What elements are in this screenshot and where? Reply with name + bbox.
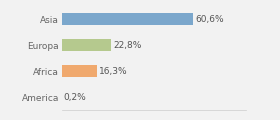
Text: 16,3%: 16,3% <box>99 67 127 76</box>
Text: 22,8%: 22,8% <box>113 41 141 50</box>
Bar <box>62 13 193 25</box>
Bar <box>62 65 97 77</box>
Text: 0,2%: 0,2% <box>64 93 87 102</box>
Bar <box>62 39 111 51</box>
Text: 60,6%: 60,6% <box>195 15 224 24</box>
